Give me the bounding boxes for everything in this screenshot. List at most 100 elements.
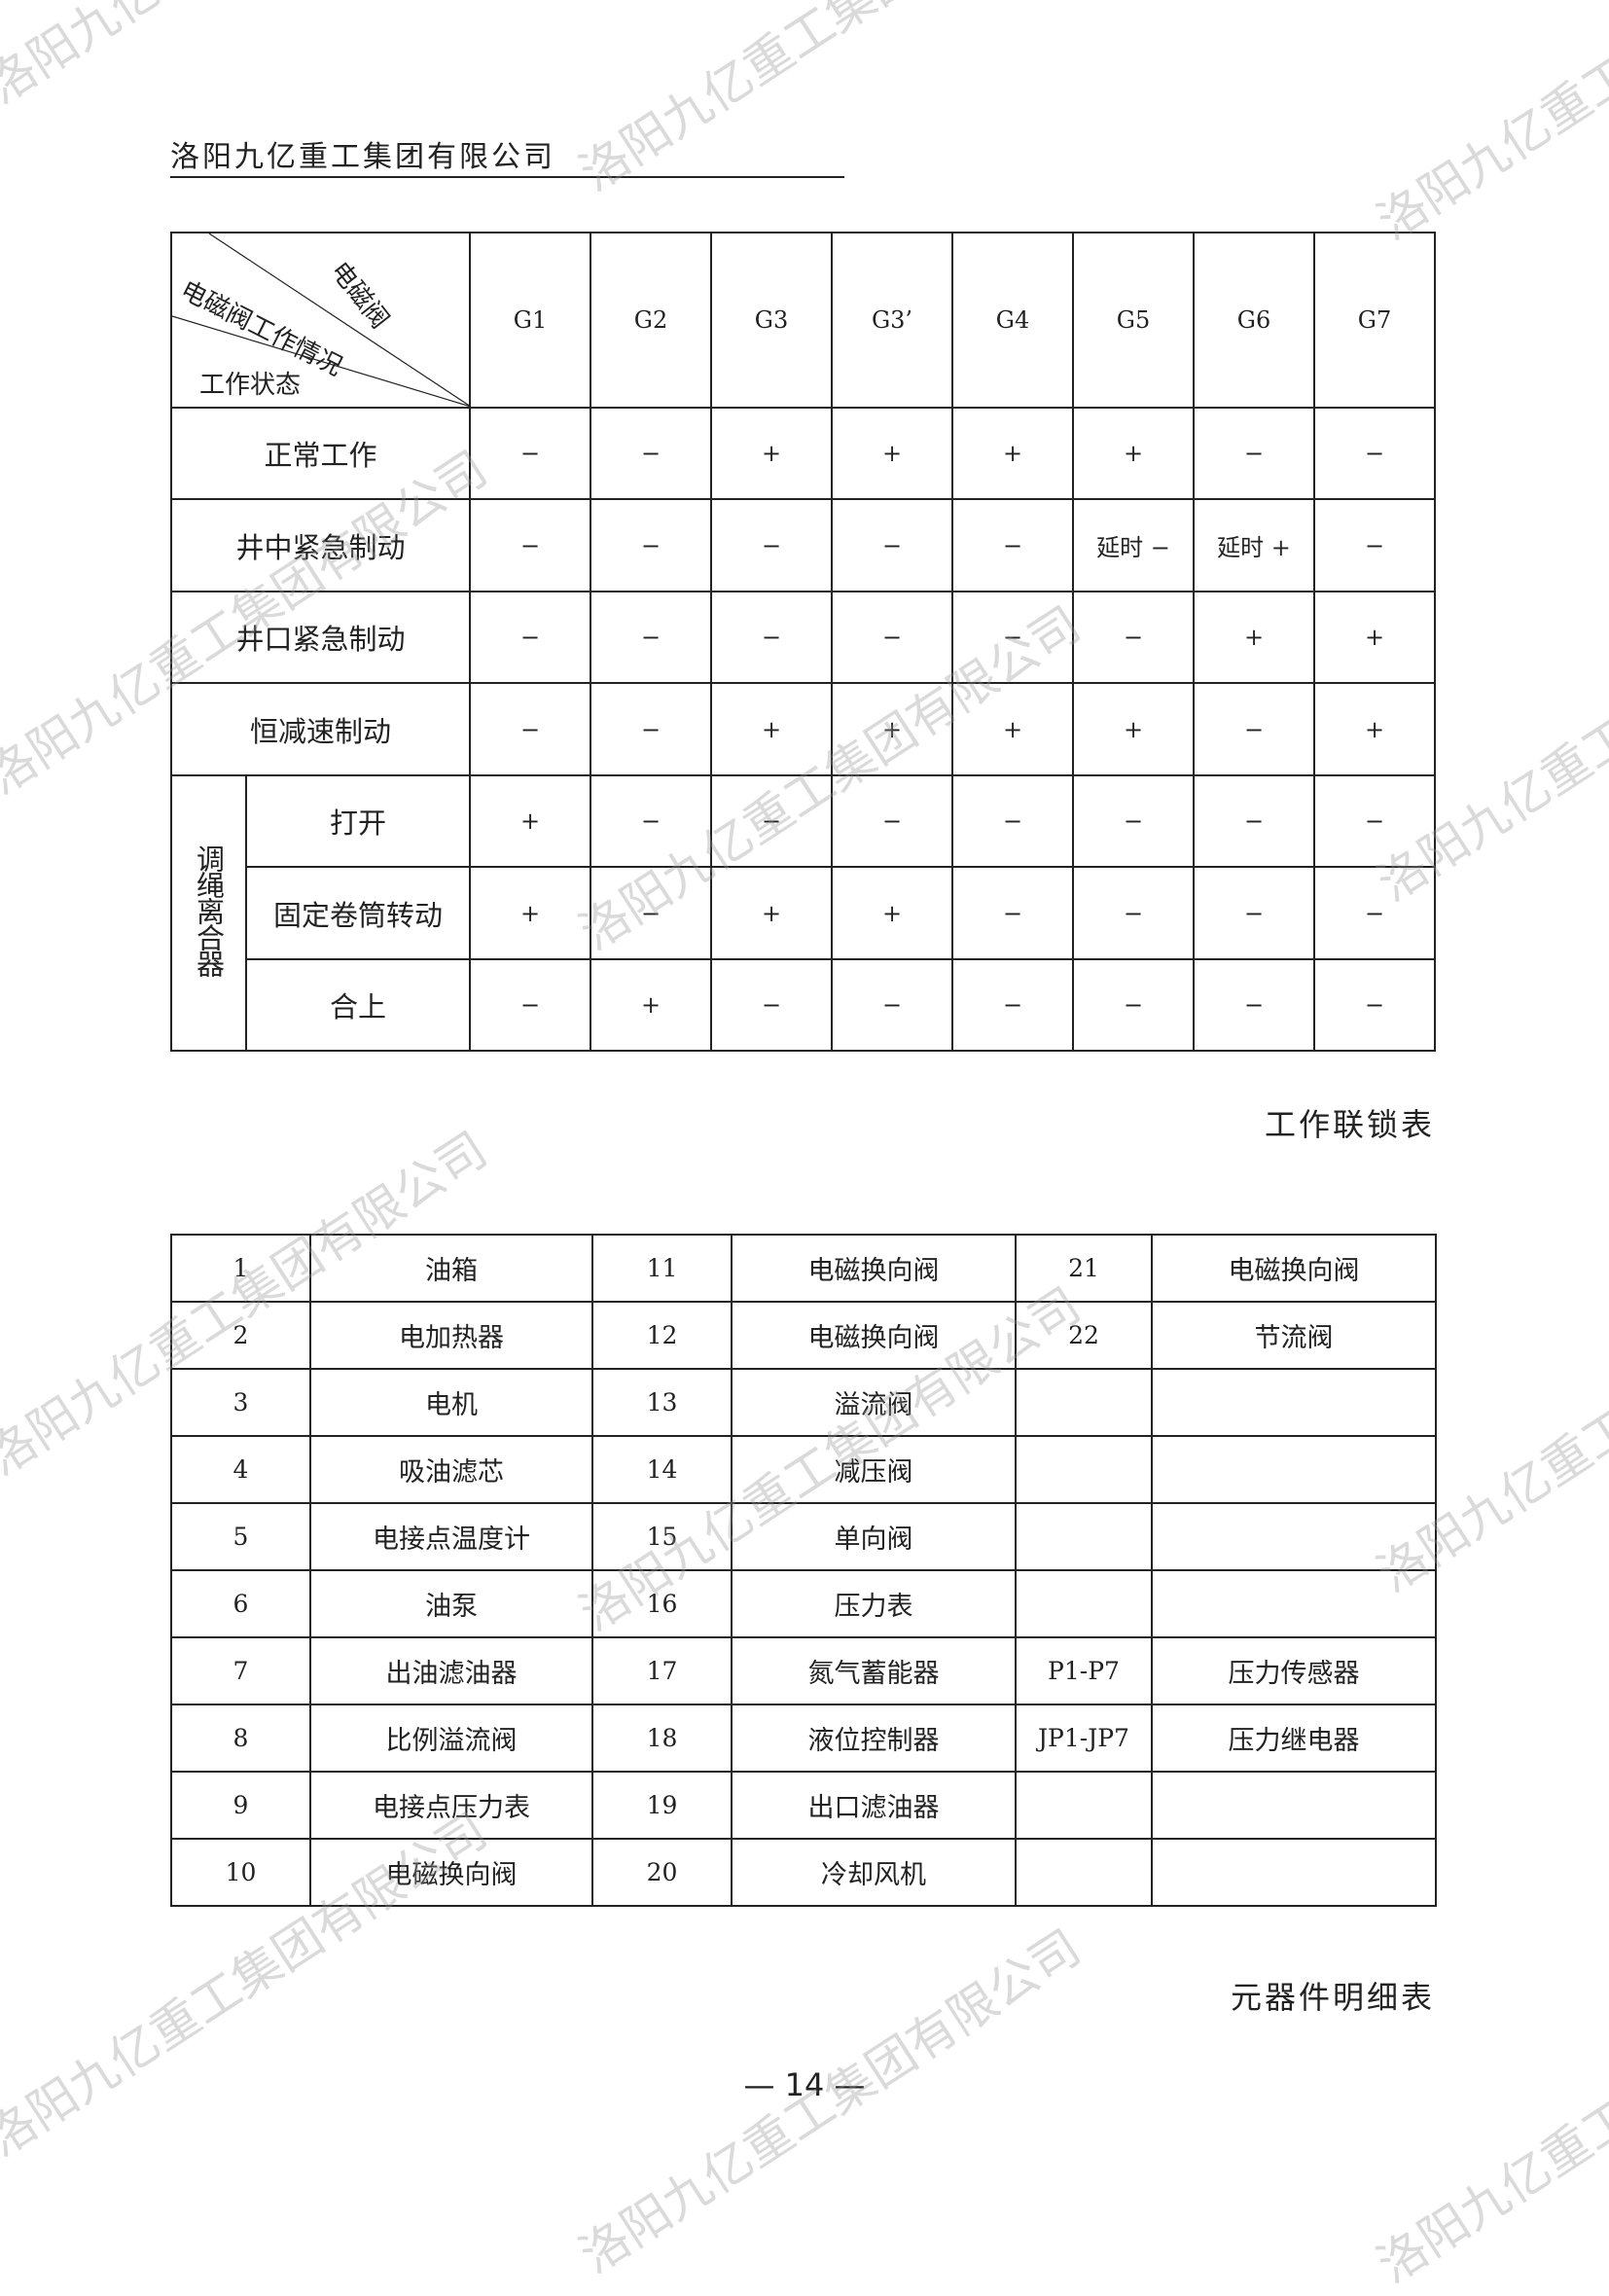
column-header: G4 [951, 232, 1074, 409]
watermark: 洛阳九亿重工集团有限公司 [1367, 0, 1609, 251]
group-label-cell: 调绳离合器 [170, 774, 247, 1052]
part-number [1015, 1569, 1153, 1638]
row-label: 恒减速制动 [170, 682, 471, 776]
state-cell: − [951, 866, 1074, 960]
part-name: 溢流阀 [731, 1368, 1017, 1437]
part-name: 减压阀 [731, 1435, 1017, 1504]
company-header: 洛阳九亿重工集团有限公司 [170, 140, 555, 174]
column-header: G6 [1193, 232, 1315, 409]
state-cell: − [1313, 958, 1436, 1052]
page-number: — 14 — [743, 2066, 866, 2103]
state-cell: − [590, 682, 712, 776]
state-cell: − [1313, 407, 1436, 500]
state-cell: − [590, 407, 712, 500]
state-cell: − [1193, 682, 1315, 776]
column-header: G3’ [831, 232, 953, 409]
state-cell: − [469, 498, 591, 592]
parts-table-caption: 元器件明细表 [1230, 1979, 1435, 2016]
row-label: 合上 [245, 958, 471, 1052]
part-name: 电磁换向阀 [1151, 1234, 1437, 1303]
part-number: 8 [170, 1704, 311, 1773]
table-row: 井口紧急制动 − − − − − − + + [170, 591, 1436, 684]
part-name: 液位控制器 [731, 1704, 1017, 1773]
part-name [1151, 1368, 1437, 1437]
row-label: 固定卷筒转动 [245, 866, 471, 960]
state-cell: + [1313, 682, 1436, 776]
state-cell: + [951, 407, 1074, 500]
corner-label-work-state: 工作状态 [199, 371, 302, 400]
part-number: 12 [591, 1301, 733, 1370]
state-cell: − [590, 591, 712, 684]
state-cell: − [951, 498, 1074, 592]
table-row: 1 油箱 11 电磁换向阀 21 电磁换向阀 [170, 1234, 1437, 1303]
state-cell: − [590, 866, 712, 960]
state-cell: + [1072, 407, 1195, 500]
state-cell: − [469, 958, 591, 1052]
table-row: 2 电加热器 12 电磁换向阀 22 节流阀 [170, 1301, 1437, 1370]
state-cell: − [469, 591, 591, 684]
state-cell: + [710, 407, 833, 500]
state-cell: + [831, 407, 953, 500]
part-name: 压力表 [731, 1569, 1017, 1638]
state-cell: + [1193, 591, 1315, 684]
part-name [1151, 1502, 1437, 1571]
part-name: 电磁换向阀 [731, 1301, 1017, 1370]
state-cell: − [710, 774, 833, 868]
row-label: 正常工作 [170, 407, 471, 500]
table-row: 合上 − + − − − − − − [171, 958, 1436, 1052]
part-name [1151, 1435, 1437, 1504]
part-number: 15 [591, 1502, 733, 1571]
table-row: 3 电机 13 溢流阀 [170, 1368, 1437, 1437]
part-name: 电磁换向阀 [309, 1838, 593, 1907]
state-cell: − [831, 591, 953, 684]
state-cell: − [831, 498, 953, 592]
part-number [1015, 1368, 1153, 1437]
state-cell: + [1072, 682, 1195, 776]
part-name: 电接点压力表 [309, 1771, 593, 1840]
state-cell: 延时 + [1193, 498, 1315, 592]
table-row: 恒减速制动 − − + + + + − + [170, 682, 1436, 776]
part-number: 20 [591, 1838, 733, 1907]
state-cell: − [590, 774, 712, 868]
table-row: 9 电接点压力表 19 出口滤油器 [170, 1771, 1437, 1840]
state-cell: − [710, 498, 833, 592]
state-cell: − [831, 958, 953, 1052]
state-cell: − [1072, 958, 1195, 1052]
state-cell: − [469, 407, 591, 500]
part-name: 电接点温度计 [309, 1502, 593, 1571]
part-number: 10 [170, 1838, 311, 1907]
column-header: G5 [1072, 232, 1195, 409]
part-number: 5 [170, 1502, 311, 1571]
row-label: 井中紧急制动 [170, 498, 471, 592]
part-number: 21 [1015, 1234, 1153, 1303]
corner-header-cell: 电磁阀 电磁阀工作情况 工作状态 [170, 232, 471, 409]
state-cell: − [710, 958, 833, 1052]
part-name: 单向阀 [731, 1502, 1017, 1571]
state-cell: − [1193, 774, 1315, 868]
table-row: 固定卷筒转动 + − + + − − − − [171, 866, 1436, 960]
part-number: 2 [170, 1301, 311, 1370]
table-row: 5 电接点温度计 15 单向阀 [170, 1502, 1437, 1571]
state-cell: − [1193, 958, 1315, 1052]
column-header: G3 [710, 232, 833, 409]
table-row: 4 吸油滤芯 14 减压阀 [170, 1435, 1437, 1504]
part-number: 6 [170, 1569, 311, 1638]
interlock-table-caption: 工作联锁表 [1264, 1106, 1435, 1143]
state-cell: + [710, 682, 833, 776]
part-number: 18 [591, 1704, 733, 1773]
part-number: 9 [170, 1771, 311, 1840]
table-header-row: 电磁阀 电磁阀工作情况 工作状态 G1 G2 G3 G3’ G4 G5 G6 G… [170, 232, 1436, 409]
row-label: 打开 [245, 774, 471, 868]
table-row: 6 油泵 16 压力表 [170, 1569, 1437, 1638]
part-number: 16 [591, 1569, 733, 1638]
part-name: 出口滤油器 [731, 1771, 1017, 1840]
part-name: 冷却风机 [731, 1838, 1017, 1907]
state-cell: − [710, 591, 833, 684]
part-number: 4 [170, 1435, 311, 1504]
part-name [1151, 1838, 1437, 1907]
state-cell: − [951, 591, 1074, 684]
state-cell: + [951, 682, 1074, 776]
part-name: 电磁换向阀 [731, 1234, 1017, 1303]
column-header: G7 [1313, 232, 1436, 409]
column-header: G2 [590, 232, 712, 409]
